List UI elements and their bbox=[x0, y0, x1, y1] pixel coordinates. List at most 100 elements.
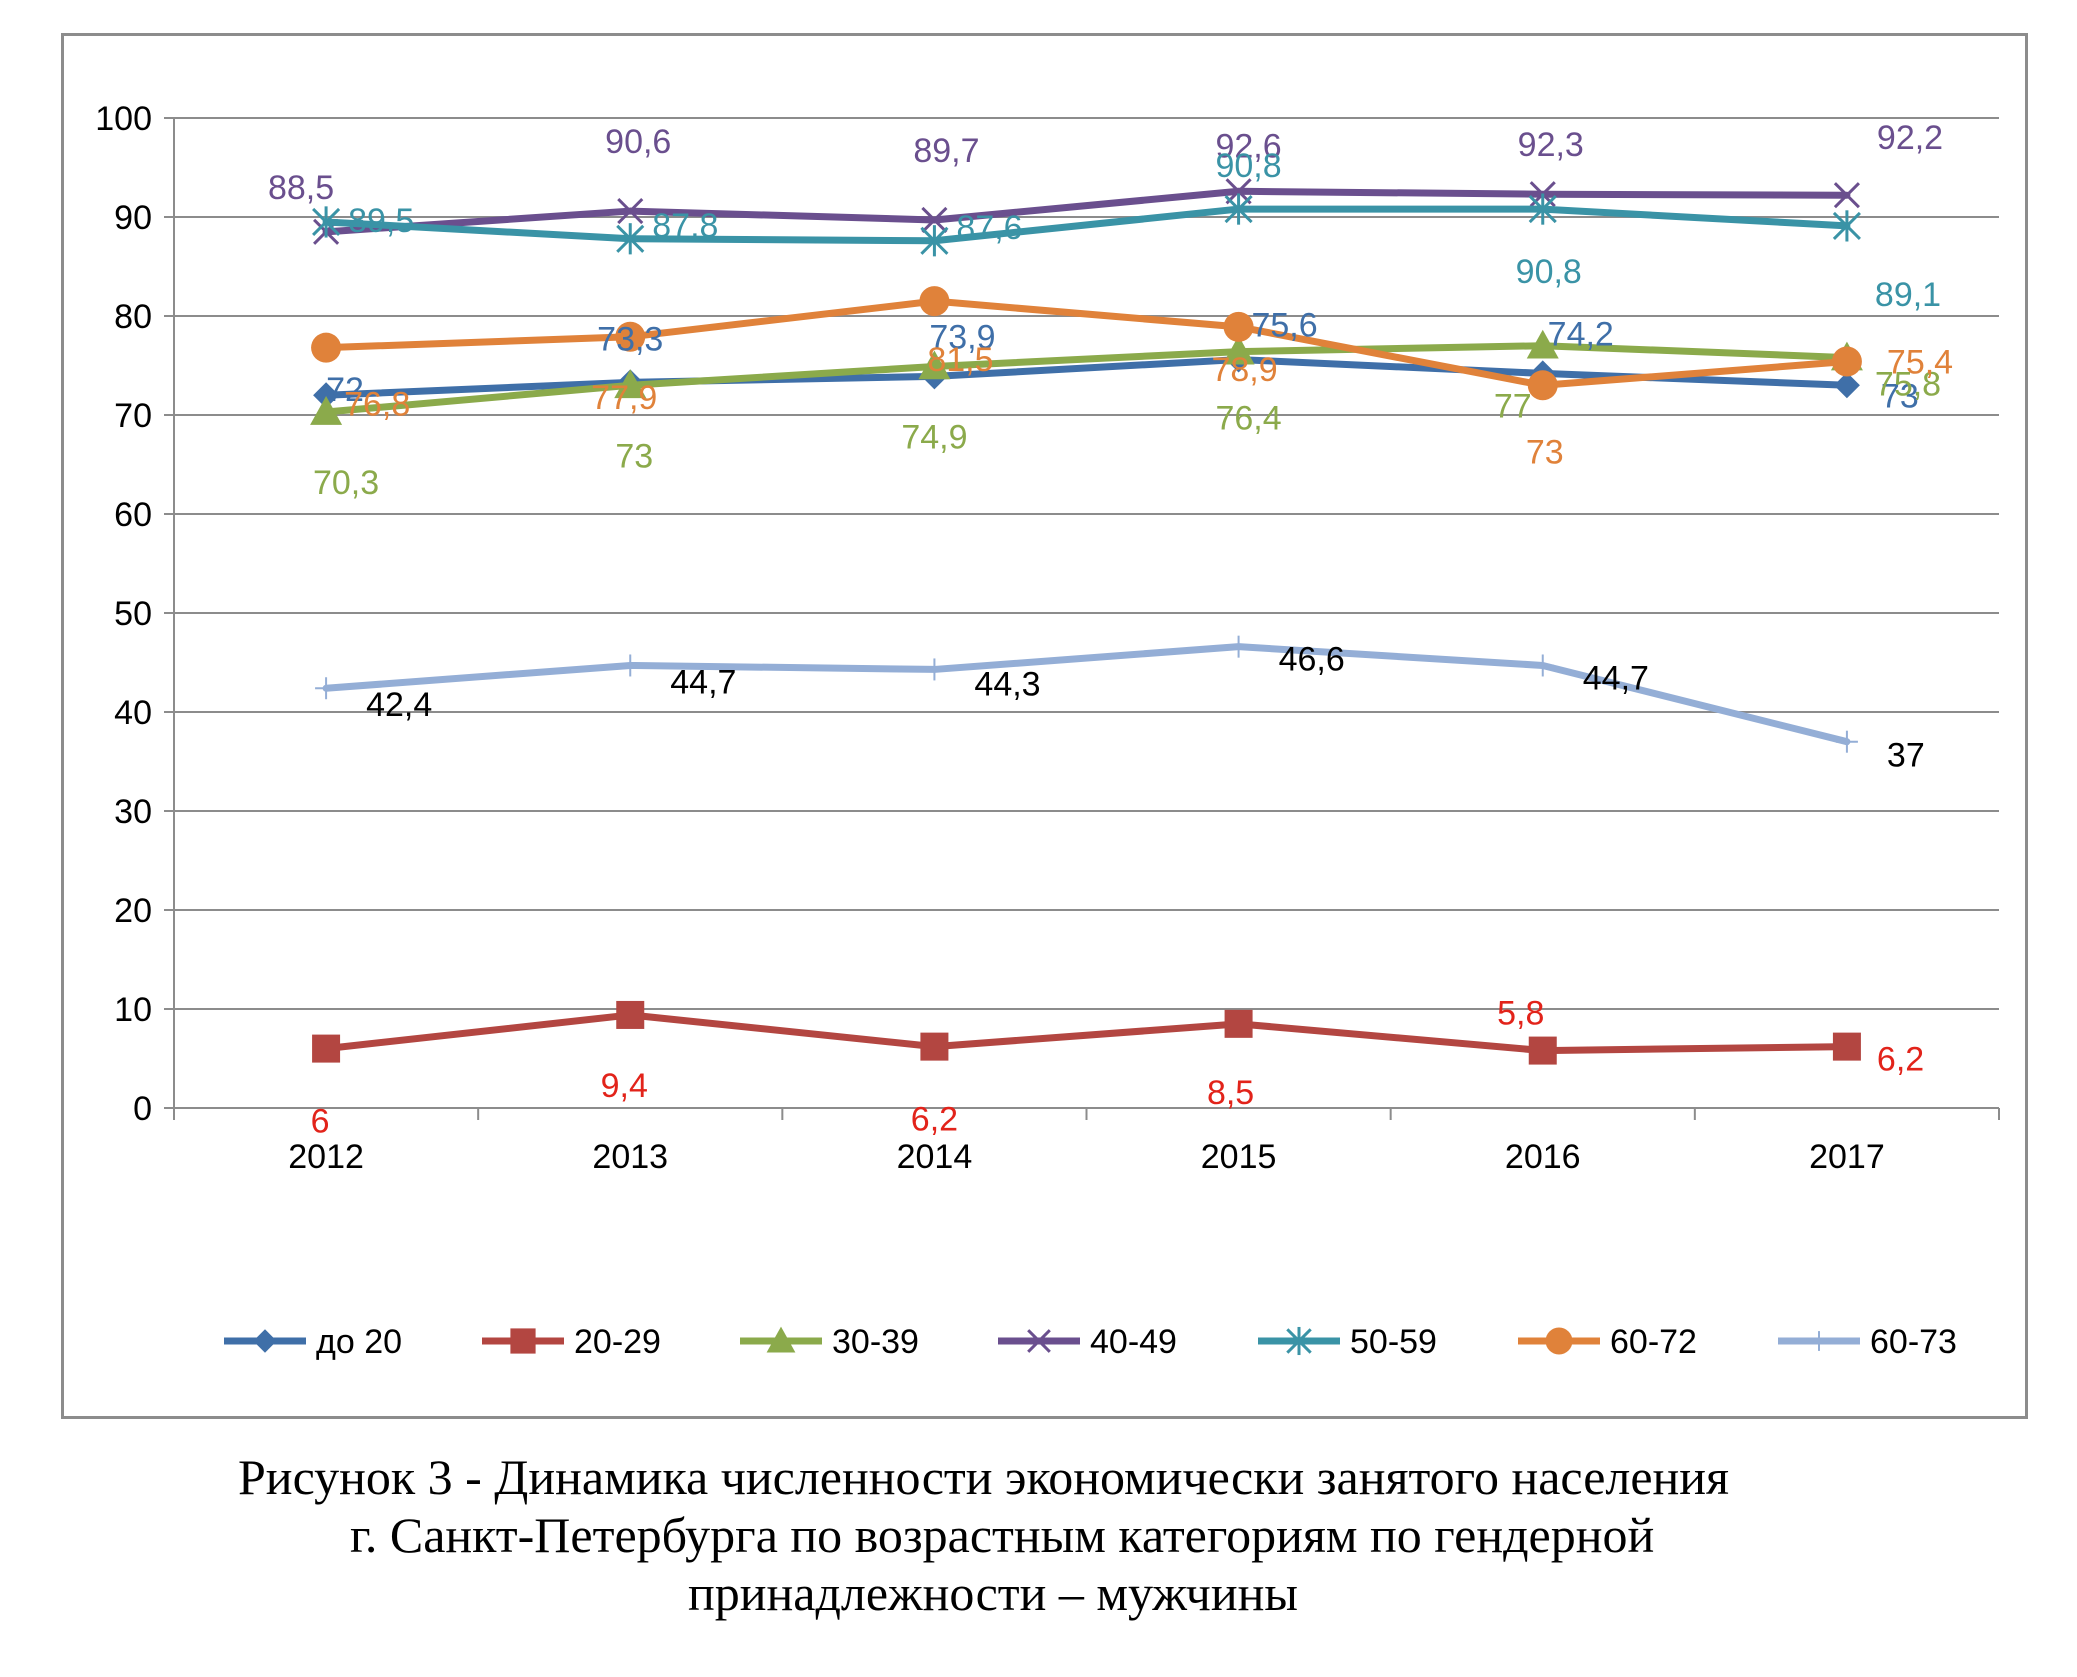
data-point bbox=[311, 332, 342, 363]
data-point bbox=[616, 1000, 645, 1029]
data-point bbox=[614, 369, 647, 399]
y-tick-label: 0 bbox=[133, 1090, 152, 1128]
line-chart: 0 10 20 30 40 50 60 70 80 90 100 2012 2013 2014 2015 20… bbox=[95, 100, 2000, 1361]
legend-marker bbox=[766, 1326, 796, 1353]
data-point bbox=[1833, 182, 1860, 209]
data-label: 73 bbox=[1526, 433, 1564, 471]
data-point bbox=[1526, 329, 1559, 359]
legend-marker bbox=[510, 1328, 536, 1354]
series-line bbox=[322, 356, 1851, 399]
legend-label: 60-73 bbox=[1870, 1323, 1957, 1361]
data-point bbox=[1223, 311, 1254, 342]
data-label: 73 bbox=[1881, 377, 1919, 415]
data-point bbox=[1222, 335, 1255, 365]
grid-layer bbox=[174, 117, 1999, 1010]
chart-frame: 0 10 20 30 40 50 60 70 80 90 100 2012 2013 2014 2015 20… bbox=[61, 33, 2028, 1419]
data-label: 44,7 bbox=[1583, 659, 1649, 697]
data-point bbox=[312, 206, 341, 238]
legend-label: 50-59 bbox=[1350, 1323, 1437, 1361]
data-label: 75,4 bbox=[1887, 344, 1953, 382]
legend-marker bbox=[1027, 1329, 1051, 1353]
series-40-49 bbox=[313, 178, 1860, 245]
data-label: 5,8 bbox=[1497, 995, 1544, 1033]
data-point bbox=[1831, 346, 1862, 377]
data-point bbox=[617, 197, 644, 225]
caption-line-3: принадлежности – мужчины bbox=[688, 1565, 1298, 1621]
legend-label: 30-39 bbox=[832, 1323, 919, 1361]
series-50-59 bbox=[312, 193, 1861, 257]
legend-marker bbox=[1286, 1326, 1312, 1356]
data-point bbox=[615, 321, 646, 352]
legend-item-40-49: 40-49 bbox=[998, 1323, 1177, 1361]
series-60-73 bbox=[315, 635, 1858, 753]
y-tick-label: 50 bbox=[114, 595, 152, 633]
data-label: 90,6 bbox=[605, 123, 671, 161]
y-tick-label: 70 bbox=[114, 397, 152, 435]
data-label: 88,5 bbox=[268, 169, 334, 207]
series-line bbox=[322, 187, 1851, 236]
data-label: 89,5 bbox=[348, 202, 414, 240]
series-line bbox=[322, 643, 1851, 746]
data-point bbox=[1833, 372, 1860, 399]
data-label: 77 bbox=[1494, 388, 1532, 426]
data-label: 73,9 bbox=[929, 318, 995, 356]
data-label: 73 bbox=[615, 437, 653, 475]
data-label: 78,9 bbox=[1211, 351, 1277, 389]
x-tick-label: 2013 bbox=[592, 1138, 668, 1176]
legend-item-60-72: 60-72 bbox=[1518, 1323, 1697, 1361]
data-label: 70,3 bbox=[313, 464, 379, 502]
y-tick-label: 90 bbox=[114, 199, 152, 237]
legend-label: до 20 bbox=[316, 1323, 402, 1361]
legend-label: 40-49 bbox=[1090, 1323, 1177, 1361]
legend-item-60-73: 60-73 bbox=[1778, 1323, 1957, 1361]
x-tick-label: 2015 bbox=[1201, 1138, 1277, 1176]
data-point bbox=[920, 225, 949, 257]
legend-label: 60-72 bbox=[1610, 1323, 1697, 1361]
data-point bbox=[619, 654, 642, 677]
data-point bbox=[312, 1034, 341, 1063]
data-label: 81,5 bbox=[927, 341, 993, 379]
series-layer bbox=[310, 178, 1863, 1065]
data-label: 6 bbox=[311, 1103, 330, 1141]
data-point bbox=[310, 396, 343, 425]
series-line bbox=[322, 297, 1851, 389]
series-60-72 bbox=[311, 286, 1862, 401]
legend-label: 20-29 bbox=[574, 1323, 661, 1361]
data-label: 90,8 bbox=[1215, 147, 1281, 185]
data-point bbox=[1832, 1032, 1861, 1061]
data-label: 89,7 bbox=[913, 132, 979, 170]
data-label: 76,4 bbox=[1215, 400, 1281, 438]
data-label: 77,9 bbox=[591, 379, 657, 417]
data-label: 92,6 bbox=[1215, 127, 1281, 165]
series-line bbox=[322, 342, 1851, 416]
x-tick-label: 2012 bbox=[288, 1138, 364, 1176]
legend-marker bbox=[253, 1329, 277, 1353]
data-label-layer: 72 73,3 73,9 75,6 74,2 73 6 9,4 6,2 8,5 5,8 6,2 70,3… bbox=[268, 119, 1953, 1140]
data-label: 92,3 bbox=[1518, 126, 1584, 164]
data-label: 73,3 bbox=[597, 320, 663, 358]
y-tick-label: 10 bbox=[114, 991, 152, 1029]
data-point bbox=[923, 658, 946, 681]
data-label: 87,8 bbox=[652, 207, 718, 245]
data-label: 46,6 bbox=[1279, 641, 1345, 679]
data-label: 90,8 bbox=[1516, 253, 1582, 291]
data-label: 6,2 bbox=[911, 1101, 958, 1139]
data-point bbox=[313, 382, 340, 409]
series-line bbox=[322, 205, 1851, 245]
x-tick-label: 2016 bbox=[1505, 1138, 1581, 1176]
data-label: 75,8 bbox=[1875, 366, 1941, 404]
data-label: 44,3 bbox=[974, 665, 1040, 703]
data-point bbox=[1227, 635, 1250, 658]
axis-layer: 0 10 20 30 40 50 60 70 80 90 100 2012 2013 2014 2015 20… bbox=[95, 100, 2000, 1176]
series-line bbox=[322, 1011, 1851, 1055]
data-label: 6,2 bbox=[1877, 1041, 1924, 1079]
data-label: 89,1 bbox=[1875, 276, 1941, 314]
data-point bbox=[616, 223, 645, 255]
y-tick-label: 20 bbox=[114, 892, 152, 930]
data-label: 9,4 bbox=[601, 1067, 648, 1105]
series-20-29 bbox=[312, 1000, 1861, 1065]
data-point bbox=[1224, 1009, 1253, 1038]
data-point bbox=[1832, 210, 1861, 242]
data-label: 74,2 bbox=[1548, 315, 1614, 353]
legend-item-до 20: до 20 bbox=[224, 1323, 402, 1361]
